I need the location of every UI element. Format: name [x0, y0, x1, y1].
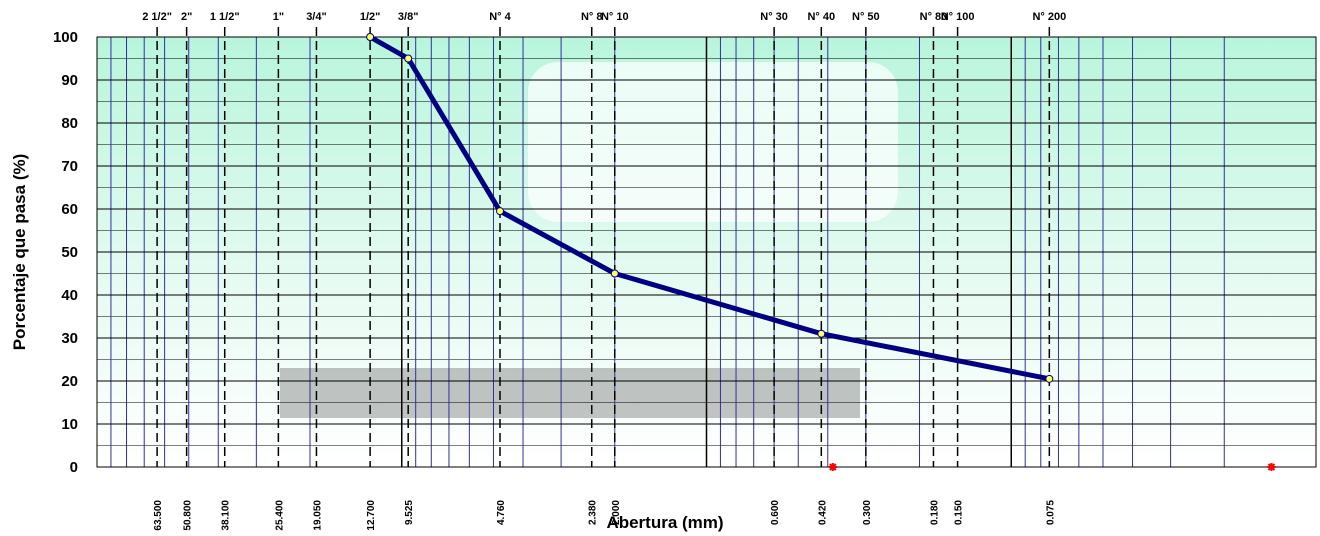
data-point	[405, 55, 412, 62]
x-axis-label: Abertura (mm)	[606, 513, 723, 532]
sieve-label: 1 1/2"	[210, 11, 240, 23]
x-tick-label: 0.420	[817, 500, 828, 525]
x-tick-label: 4.760	[496, 500, 507, 525]
y-tick-label: 90	[61, 72, 78, 89]
x-tick-label: 38.100	[221, 500, 232, 531]
x-tick-label: 12.700	[366, 500, 377, 531]
y-tick-label: 30	[61, 330, 78, 347]
data-point	[829, 463, 837, 471]
y-tick-label: 50	[61, 244, 78, 261]
sieve-label: N° 4	[489, 11, 511, 23]
sieve-label: N° 50	[852, 11, 880, 23]
sieve-label: N° 40	[807, 11, 835, 23]
x-tick-label: 0.600	[770, 500, 781, 525]
chart: Porcentaje que pasa (%) Abertura (mm) 0 1…	[0, 0, 1320, 536]
y-tick-label: 80	[61, 115, 78, 132]
data-point	[611, 270, 618, 277]
y-tick-label: 40	[61, 287, 78, 304]
x-tick-label: 9.525	[404, 500, 415, 525]
y-axis-label: Porcentaje que pasa (%)	[10, 154, 29, 351]
y-tick-label: 10	[61, 416, 78, 433]
x-tick-label: 63.500	[153, 500, 164, 531]
background-image	[528, 62, 898, 222]
y-tick-label: 70	[61, 158, 78, 175]
data-point	[1267, 463, 1275, 471]
x-tick-label: 2.000	[611, 500, 622, 525]
y-tick-label: 60	[61, 201, 78, 218]
x-tick-label: 0.180	[929, 500, 940, 525]
sieve-label: N° 8	[581, 11, 603, 23]
x-tick-label: 0.300	[862, 500, 873, 525]
x-tick-label: 2.380	[588, 500, 599, 525]
data-point	[818, 330, 825, 337]
x-tick-label: 0.075	[1045, 500, 1056, 525]
sieve-label: 2"	[181, 11, 192, 23]
data-point	[496, 208, 503, 215]
y-tick-label: 100	[53, 29, 78, 46]
data-point	[367, 34, 374, 41]
data-point	[1046, 375, 1053, 382]
x-tick-label: 25.400	[274, 500, 285, 531]
y-tick-label: 0	[70, 459, 78, 476]
sieve-label: N° 30	[760, 11, 788, 23]
sieve-label: 3/8"	[398, 11, 419, 23]
sieve-label: 2 1/2"	[142, 11, 172, 23]
sieve-label: N° 10	[601, 11, 629, 23]
x-tick-label: 50.800	[183, 500, 194, 531]
background-image	[280, 368, 860, 418]
sieve-label: 1"	[273, 11, 284, 23]
sieve-label: N° 100	[941, 11, 975, 23]
x-tick-label: 19.050	[312, 500, 323, 531]
y-tick-label: 20	[61, 373, 78, 390]
x-tick-label: 0.150	[954, 500, 965, 525]
sieve-label: 3/4"	[306, 11, 327, 23]
sieve-label: 1/2"	[360, 11, 381, 23]
sieve-label: N° 200	[1032, 11, 1066, 23]
